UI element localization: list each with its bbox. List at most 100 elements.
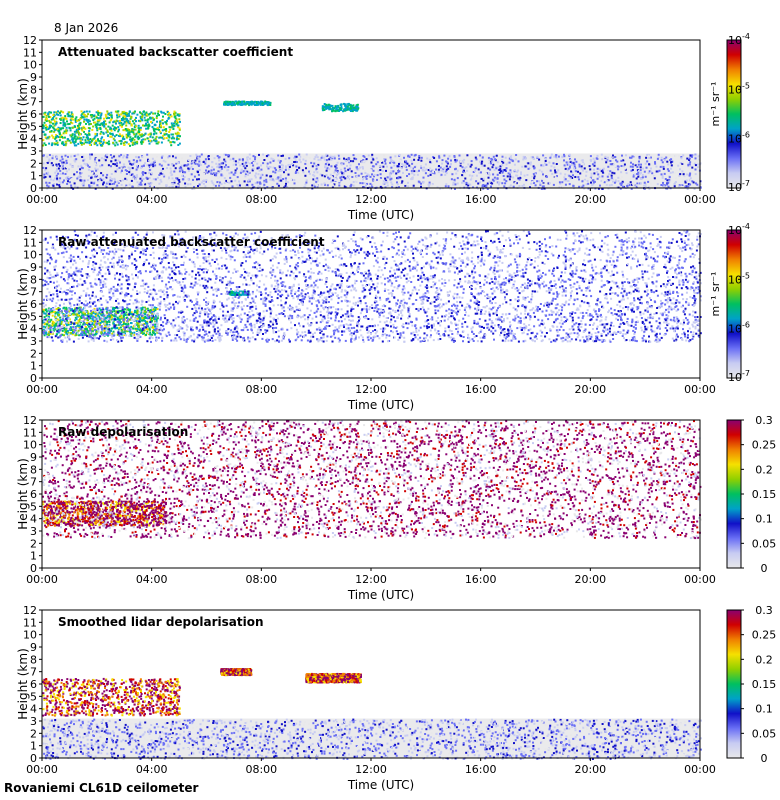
y-axis-label: Height (km) [16,648,30,719]
colorbar-tick-label: 0.3 [755,414,773,427]
x-tick-label: 04:00 [136,383,168,396]
y-tick-label: 11 [23,236,37,249]
x-tick-label: 00:00 [26,763,58,776]
colorbar: 0 0.05 0.1 0.15 0.2 0.25 0.3 [726,604,777,765]
y-tick-label: 9 [30,451,37,464]
colorbar-tick-label: 10-4 [728,222,750,237]
y-tick-label: 12 [23,604,37,617]
colorbar: 0 0.05 0.1 0.15 0.2 0.25 0.3 [726,414,777,575]
y-tick-label: 0 [30,182,37,195]
panel-title: Raw attenuated backscatter coefficient [58,235,325,249]
x-axis-label: Time (UTC) [347,588,414,602]
y-tick-label: 1 [30,550,37,563]
colorbar-tick-label: 0.1 [755,513,773,526]
y-tick-label: 8 [30,83,37,96]
y-tick-label: 4 [30,513,37,526]
colorbar-tick-label: 0.2 [755,653,773,666]
y-tick-label: 9 [30,641,37,654]
colorbar-tick-label: 0.25 [752,439,777,452]
colorbar-tick-label: 10-5 [728,271,750,286]
colorbar-tick-label: 10-4 [728,32,750,47]
y-tick-label: 5 [30,120,37,133]
y-tick-label: 12 [23,414,37,427]
y-tick-label: 7 [30,476,37,489]
colorbar-tick-label: 10-6 [728,131,750,146]
colorbar-tick-label: 0.2 [755,463,773,476]
y-tick-label: 11 [23,616,37,629]
heatmap-cells [42,230,702,343]
colorbar-tick-label: 0 [761,752,768,765]
y-tick-label: 5 [30,500,37,513]
x-tick-label: 16:00 [465,193,497,206]
x-tick-label: 00:00 [26,573,58,586]
colorbar-tick-label: 10-6 [728,321,750,336]
y-tick-label: 0 [30,752,37,765]
y-tick-label: 7 [30,96,37,109]
colorbar-tick-label: 0 [761,562,768,575]
x-tick-label: 00:00 [26,193,58,206]
y-tick-label: 3 [30,145,37,158]
date-label: 8 Jan 2026 [54,21,118,35]
y-tick-label: 9 [30,261,37,274]
y-tick-label: 3 [30,335,37,348]
y-tick-label: 8 [30,653,37,666]
x-axis-label: Time (UTC) [347,778,414,792]
y-tick-label: 7 [30,286,37,299]
site-label: Rovaniemi CL61D ceilometer [4,781,198,795]
y-tick-label: 5 [30,690,37,703]
panel-title: Smoothed lidar depolarisation [58,615,264,629]
heatmap-cells [42,420,702,540]
colorbar-tick-label: 0.3 [755,604,773,617]
y-tick-label: 10 [23,59,37,72]
colorbar-unit-label: m⁻¹ sr⁻¹ [709,272,722,317]
y-tick-label: 12 [23,34,37,47]
heatmap-cells [42,100,702,190]
y-tick-label: 6 [30,678,37,691]
y-tick-label: 6 [30,108,37,121]
x-tick-label: 04:00 [136,573,168,586]
x-tick-label: 16:00 [465,573,497,586]
colorbar-gradient [726,609,742,759]
y-tick-label: 4 [30,323,37,336]
x-tick-label: 16:00 [465,383,497,396]
y-tick-label: 0 [30,562,37,575]
colorbar: 10-4 10-5 10-6 10-7 m⁻¹ sr⁻¹ [709,222,750,384]
colorbar-tick-label: 0.05 [752,537,777,550]
y-tick-label: 0 [30,372,37,385]
x-tick-label: 12:00 [355,383,387,396]
y-tick-label: 4 [30,703,37,716]
x-tick-label: 12:00 [355,763,387,776]
y-tick-label: 8 [30,273,37,286]
y-tick-label: 2 [30,727,37,740]
x-tick-label: 04:00 [136,193,168,206]
x-tick-label: 16:00 [465,763,497,776]
x-tick-label: 00:00 [684,763,716,776]
x-tick-label: 20:00 [574,763,606,776]
y-tick-label: 1 [30,740,37,753]
x-tick-label: 00:00 [684,193,716,206]
colorbar-tick-label: 0.15 [752,488,777,501]
y-tick-label: 2 [30,157,37,170]
colorbar-tick-label: 0.15 [752,678,777,691]
y-axis-label: Height (km) [16,458,30,529]
y-tick-label: 2 [30,347,37,360]
colorbar-tick-label: 10-7 [728,369,750,384]
colorbar-tick-label: 0.1 [755,703,773,716]
x-tick-label: 08:00 [245,763,277,776]
x-tick-label: 08:00 [245,383,277,396]
x-tick-label: 00:00 [684,383,716,396]
x-tick-label: 12:00 [355,573,387,586]
y-axis-label: Height (km) [16,78,30,149]
colorbar-tick-label: 10-5 [728,81,750,96]
colorbar-unit-label: m⁻¹ sr⁻¹ [709,82,722,127]
x-tick-label: 04:00 [136,763,168,776]
y-tick-label: 1 [30,360,37,373]
x-tick-label: 20:00 [574,193,606,206]
colorbar-gradient [726,39,742,189]
x-axis-label: Time (UTC) [347,208,414,222]
y-axis-label: Height (km) [16,268,30,339]
x-tick-label: 12:00 [355,193,387,206]
y-tick-label: 3 [30,525,37,538]
